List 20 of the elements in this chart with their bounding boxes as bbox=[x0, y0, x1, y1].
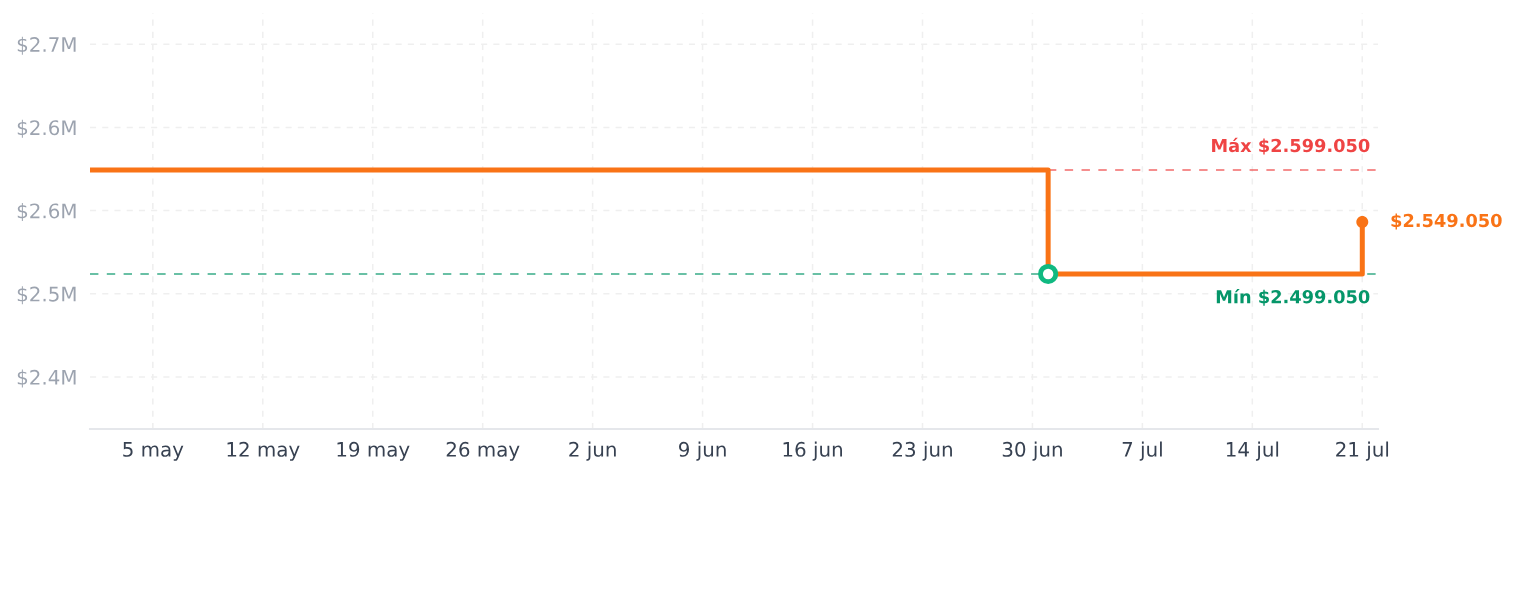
y-tick-label: $2.5M bbox=[17, 286, 76, 305]
y-tick-label: $2.6M bbox=[17, 203, 76, 222]
ref-line-label: Máx $2.599.050 bbox=[1212, 137, 1370, 155]
x-tick-label: 30 jun bbox=[1002, 441, 1062, 461]
x-tick-label: 14 jul bbox=[1226, 441, 1279, 461]
x-tick-label: 12 may bbox=[227, 441, 300, 461]
x-tick-label: 16 jun bbox=[783, 441, 842, 461]
x-tick-label: 2 jun bbox=[569, 441, 616, 461]
x-tick-label: 7 jul bbox=[1122, 441, 1162, 461]
x-tick-label: 21 jul bbox=[1336, 441, 1389, 461]
y-tick-label: $2.6M bbox=[17, 119, 76, 138]
x-tick-label: 23 jun bbox=[892, 441, 952, 461]
x-tick-label: 19 may bbox=[337, 441, 410, 461]
data-label: $2.549.050 bbox=[1391, 213, 1502, 230]
x-tick-label: 9 jun bbox=[679, 441, 726, 461]
ref-line-label: Mín $2.499.050 bbox=[1216, 288, 1370, 306]
x-tick-label: 26 may bbox=[446, 441, 520, 461]
y-tick-label: $2.7M bbox=[17, 36, 76, 55]
x-tick-label: 5 may bbox=[123, 442, 184, 461]
y-tick-label: $2.4M bbox=[17, 369, 76, 388]
